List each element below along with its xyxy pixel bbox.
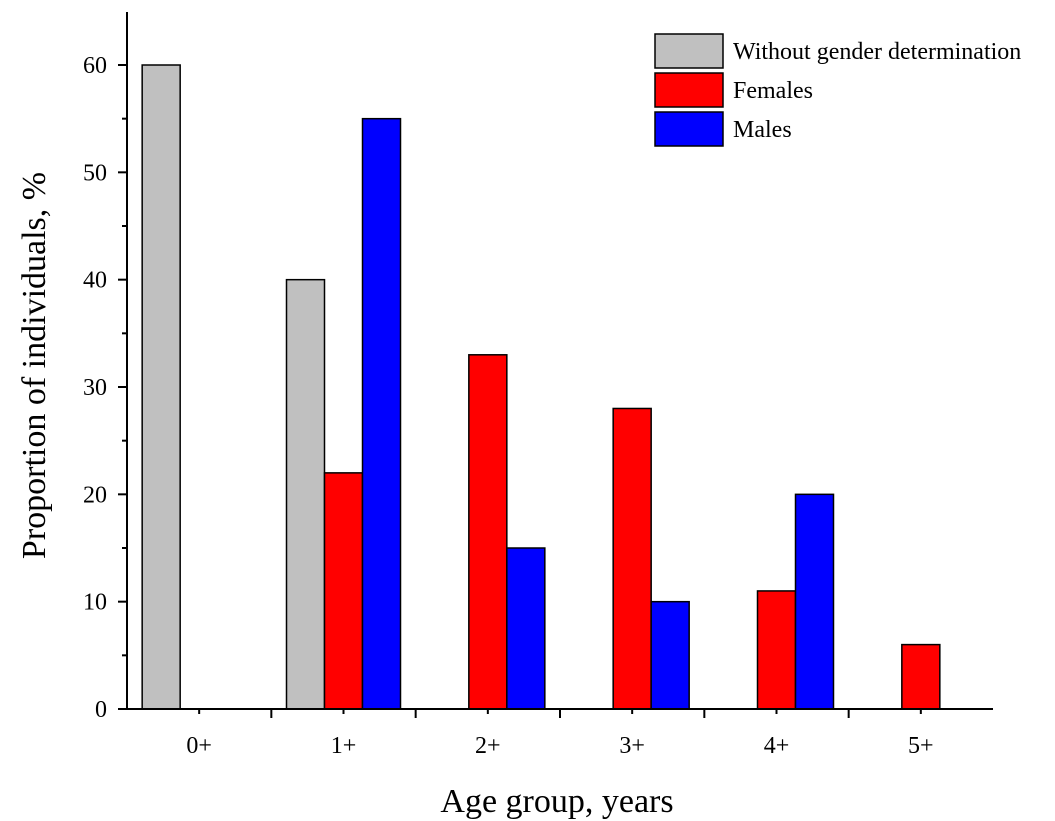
x-tick-label: 3+ [619, 733, 645, 759]
legend: Without gender determination Females Males [654, 33, 1021, 147]
x-tick-label: 5+ [908, 733, 934, 759]
bar-males-3plus [650, 600, 690, 710]
x-ticks: 0+ 1+ 2+ 3+ 4+ 5+ [186, 709, 934, 759]
x-axis-title: Age group, years [440, 783, 673, 820]
y-tick-label: 60 [83, 53, 107, 79]
y-tick-label: 30 [83, 375, 107, 401]
legend-swatch [654, 33, 724, 69]
bar-without-gender-determination-1plus [285, 278, 326, 710]
bar-females-1plus [323, 472, 364, 710]
y-tick-label: 0 [95, 697, 107, 723]
x-tick-label: 2+ [475, 733, 501, 759]
x-tick-label: 1+ [331, 733, 357, 759]
y-tick-label: 40 [83, 268, 107, 294]
bar-without-gender-determination-0plus [141, 64, 181, 710]
legend-label: Males [733, 117, 792, 143]
x-tick-label: 0+ [186, 733, 212, 759]
bars-layer [141, 64, 941, 710]
legend-label: Without gender determination [733, 39, 1021, 65]
legend-swatch [654, 111, 724, 147]
bar-males-2plus [506, 547, 546, 710]
bar-females-4plus [756, 590, 797, 710]
bar-females-2plus [468, 354, 508, 710]
bar-males-4plus [794, 493, 835, 710]
legend-label: Females [733, 78, 813, 104]
bar-males-1plus [361, 117, 402, 710]
y-tick-label: 10 [83, 590, 107, 616]
bar-females-3plus [612, 407, 652, 710]
y-axis-title: Proportion of individuals, % [16, 172, 53, 559]
y-tick-label: 50 [83, 160, 107, 186]
axes-layer [126, 12, 993, 710]
y-ticks: 0 10 20 30 40 50 60 [83, 53, 127, 723]
x-tick-label: 4+ [764, 733, 790, 759]
y-tick-label: 20 [83, 482, 107, 508]
legend-swatch [654, 72, 724, 108]
bar-females-5plus [901, 643, 941, 710]
